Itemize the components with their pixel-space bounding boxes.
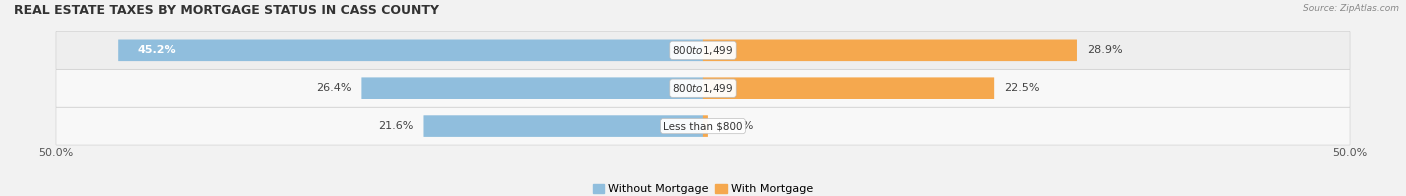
Text: 0.37%: 0.37% bbox=[718, 121, 754, 131]
FancyBboxPatch shape bbox=[423, 115, 703, 137]
Text: 45.2%: 45.2% bbox=[138, 45, 176, 55]
Text: 21.6%: 21.6% bbox=[378, 121, 413, 131]
FancyBboxPatch shape bbox=[703, 40, 1077, 61]
Text: 26.4%: 26.4% bbox=[316, 83, 352, 93]
Text: Less than $800: Less than $800 bbox=[664, 121, 742, 131]
Text: 28.9%: 28.9% bbox=[1087, 45, 1123, 55]
Legend: Without Mortgage, With Mortgage: Without Mortgage, With Mortgage bbox=[588, 180, 818, 196]
Text: $800 to $1,499: $800 to $1,499 bbox=[672, 44, 734, 57]
FancyBboxPatch shape bbox=[56, 69, 1350, 107]
FancyBboxPatch shape bbox=[56, 31, 1350, 69]
Text: $800 to $1,499: $800 to $1,499 bbox=[672, 82, 734, 95]
Text: Source: ZipAtlas.com: Source: ZipAtlas.com bbox=[1303, 4, 1399, 13]
FancyBboxPatch shape bbox=[118, 40, 703, 61]
Text: 22.5%: 22.5% bbox=[1004, 83, 1040, 93]
FancyBboxPatch shape bbox=[703, 115, 707, 137]
Text: REAL ESTATE TAXES BY MORTGAGE STATUS IN CASS COUNTY: REAL ESTATE TAXES BY MORTGAGE STATUS IN … bbox=[14, 4, 439, 17]
FancyBboxPatch shape bbox=[703, 77, 994, 99]
FancyBboxPatch shape bbox=[56, 107, 1350, 145]
FancyBboxPatch shape bbox=[361, 77, 703, 99]
